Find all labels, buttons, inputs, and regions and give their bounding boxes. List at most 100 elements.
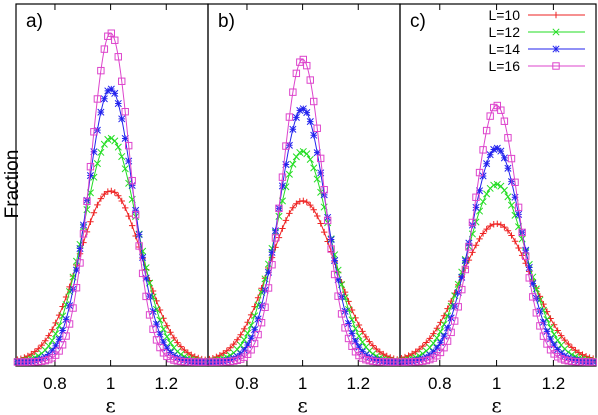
series-l-12 [13,134,209,366]
data-point [282,217,290,224]
data-point [285,113,294,121]
data-point [461,265,470,274]
data-point [493,144,501,152]
data-point [550,321,558,328]
series-line [399,147,596,363]
data-point [100,95,108,103]
x-tick-label: 1.2 [346,374,370,393]
data-point [111,89,119,97]
data-point [156,330,164,338]
series-l-16 [205,55,401,366]
data-point [320,191,328,199]
series-line [399,183,596,362]
data-point [358,338,366,346]
data-point [278,182,286,190]
data-point [479,230,487,237]
data-point [264,268,273,276]
data-point [300,197,307,205]
data-point [79,221,88,229]
data-point [244,341,252,349]
data-point [124,141,133,150]
data-point [327,236,335,244]
data-point [264,284,273,292]
data-point [461,257,469,265]
data-point [111,189,118,196]
data-point [355,343,363,351]
data-point [135,231,143,239]
data-point [476,235,483,243]
data-point [589,358,597,366]
data-point [373,345,380,353]
data-point [522,246,530,254]
data-point [69,304,77,312]
data-point [511,193,519,201]
data-point [52,342,60,350]
data-point [282,160,290,169]
legend-marker [552,45,560,53]
data-point [114,143,122,151]
panel-label: c) [410,11,426,32]
series-l-12 [397,180,597,365]
data-point [125,212,132,220]
legend-marker [552,11,560,19]
data-point [532,309,541,317]
data-point [216,352,224,359]
data-point [317,169,325,177]
data-point [450,317,459,325]
data-point [568,344,576,351]
data-point [271,234,280,242]
data-point [58,341,67,349]
data-point [121,165,129,173]
data-point [572,347,579,354]
data-point [282,142,290,150]
data-point [142,274,150,282]
panel-label: b) [218,11,235,32]
data-point [493,180,501,188]
data-point [181,346,188,354]
data-point [296,198,304,205]
data-point [251,326,259,334]
legend-label: L=10 [488,7,520,23]
data-point [100,45,109,53]
data-point [114,99,122,108]
data-point [433,325,441,332]
data-point [341,324,349,332]
data-point [558,332,565,339]
data-point [55,335,63,343]
series-line [16,32,208,363]
data-point [138,269,147,278]
data-point [539,318,548,326]
data-point [76,259,84,267]
data-point [408,350,416,358]
panel-frame [15,3,209,367]
data-point [529,293,537,301]
data-point [465,239,473,247]
data-point [107,29,116,37]
data-point [313,175,321,183]
data-point [525,274,533,282]
data-point [511,178,519,186]
data-point [310,97,318,106]
data-point [163,333,171,341]
data-point [334,276,342,284]
data-point [292,69,301,78]
data-point [529,280,537,288]
data-point [31,348,38,355]
series-l-14 [397,144,597,366]
series-l-10 [398,220,597,362]
data-point [107,85,115,93]
data-point [303,150,311,158]
data-point [72,266,81,274]
data-point [79,230,88,238]
legend-marker [552,62,560,70]
data-point [72,284,81,292]
data-point [313,149,321,157]
data-point [419,342,426,350]
data-point [52,330,60,338]
data-point [152,320,161,328]
data-point [188,351,195,359]
data-point [561,336,568,344]
data-point [508,232,515,239]
data-point [504,193,512,201]
data-point [423,339,430,346]
